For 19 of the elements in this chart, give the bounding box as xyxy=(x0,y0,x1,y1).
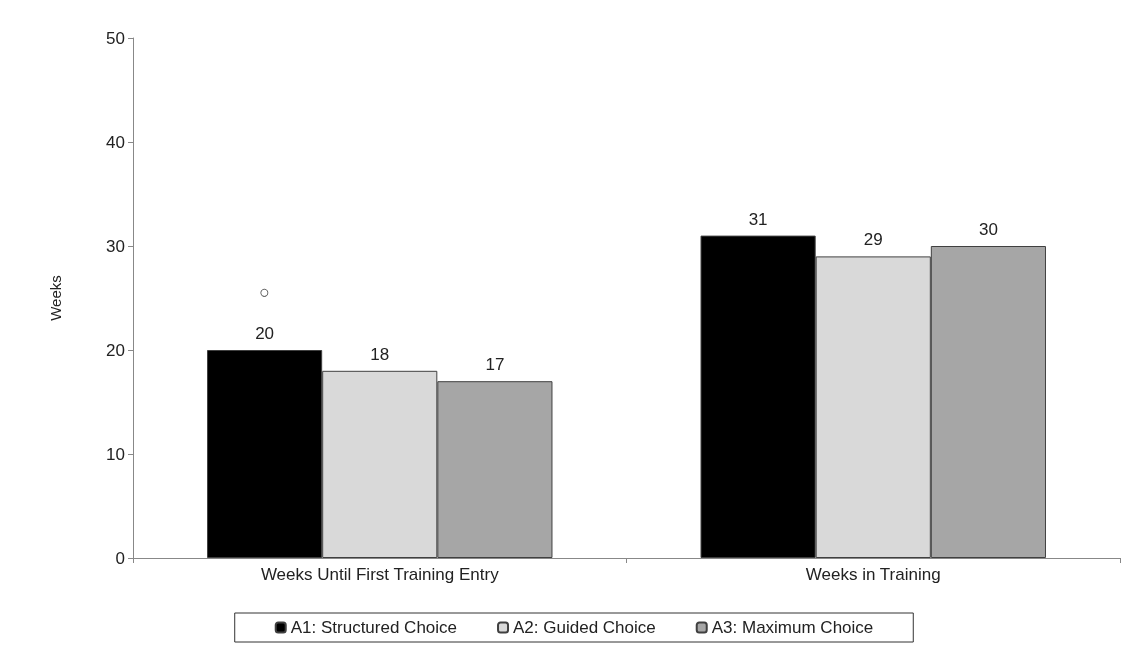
legend-label: A2: Guided Choice xyxy=(513,618,656,637)
y-tick-label: 30 xyxy=(106,236,125,256)
legend-label: A1: Structured Choice xyxy=(290,618,458,637)
x-tick-label: Weeks Until First Training Entry xyxy=(260,565,500,584)
data-label: 29 xyxy=(863,230,883,250)
y-axis-title: Weeks xyxy=(47,275,64,321)
y-tick-label: 10 xyxy=(106,444,125,464)
y-tick-label: 50 xyxy=(106,28,125,48)
y-tick-label: 40 xyxy=(106,132,125,152)
data-label: 18 xyxy=(370,344,390,364)
data-label: 31 xyxy=(748,209,768,229)
legend-label: A3: Maximum Choice xyxy=(711,618,874,637)
data-label: 17 xyxy=(485,355,505,375)
data-label: 30 xyxy=(978,220,998,239)
y-tick-label: 20 xyxy=(106,340,125,360)
y-tick-label: 0 xyxy=(115,548,125,568)
data-label: 20 xyxy=(255,324,275,343)
x-tick-label: Weeks in Training xyxy=(805,565,941,584)
annotation: ○ xyxy=(259,282,271,302)
